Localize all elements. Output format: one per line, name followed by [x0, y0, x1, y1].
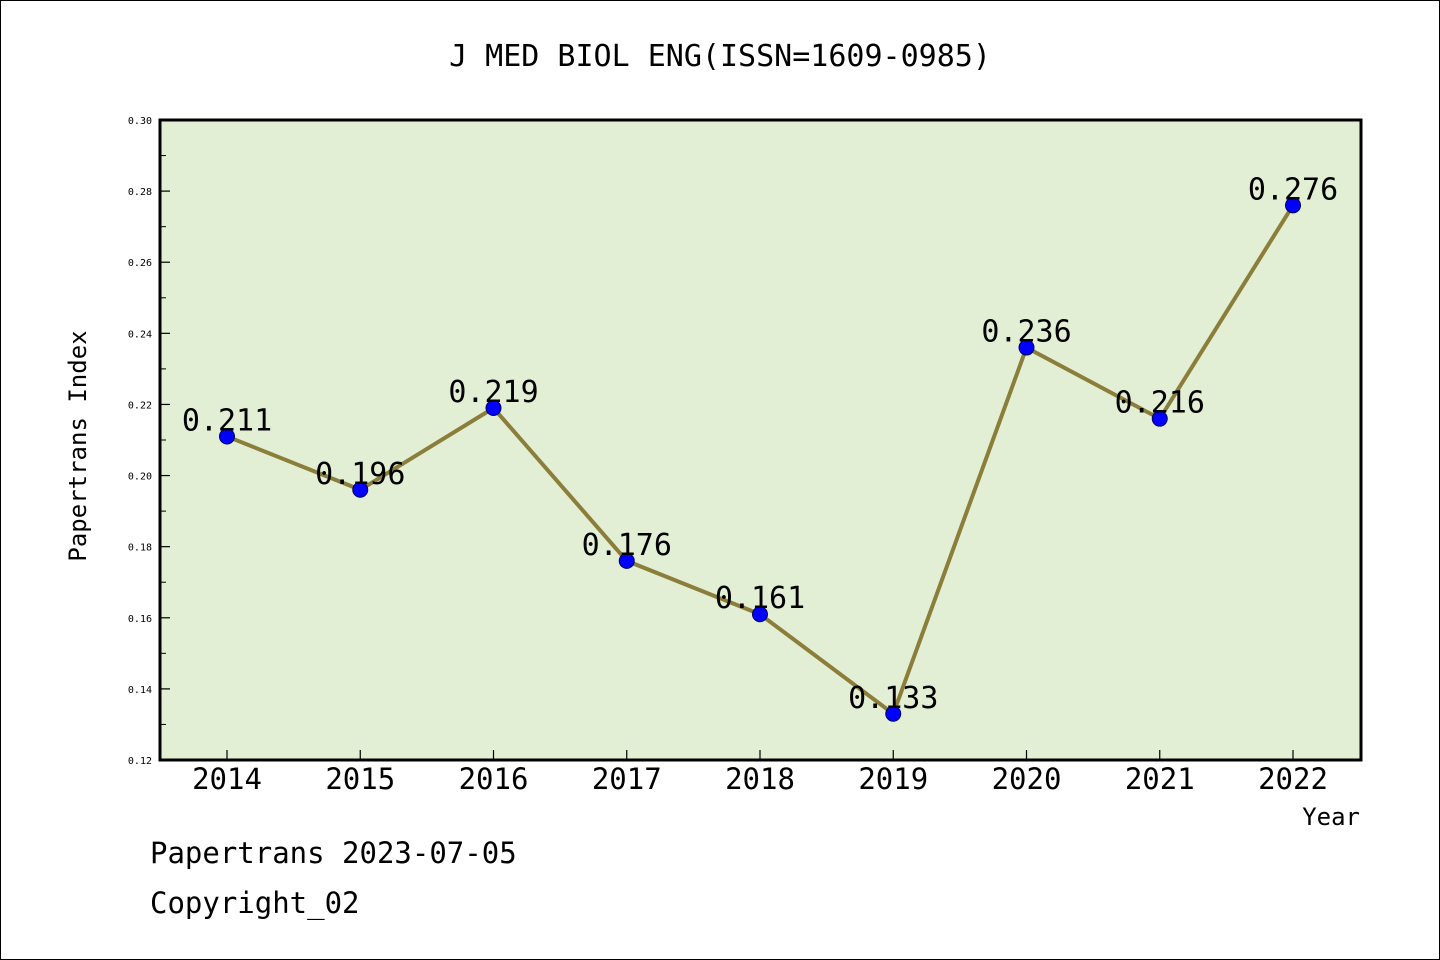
x-tick-label: 2022 [1258, 762, 1328, 796]
x-axis: 2014 2015 2016 2017 2018 2019 2020 2021 2022 [192, 750, 1328, 796]
data-label-2022: 0.276 [1248, 172, 1338, 207]
x-tick-label: 2020 [992, 762, 1062, 796]
data-point-2018 [752, 606, 768, 623]
data-point-2014 [219, 428, 235, 445]
x-tick-label: 2021 [1125, 762, 1195, 796]
data-label-2020: 0.236 [981, 315, 1071, 350]
plot-area [158, 118, 1363, 762]
data-label-2021: 0.216 [1115, 386, 1205, 421]
x-axis-label: Year [1302, 803, 1360, 831]
footer-copyright: Copyright_02 [150, 886, 360, 920]
data-label-2017: 0.176 [582, 528, 672, 563]
data-point-2016 [485, 400, 502, 416]
y-tick-label: 0.16 [128, 614, 152, 625]
data-labels: 0.211 0.196 0.219 0.176 0.161 0.133 0.236 0.216… [182, 172, 1338, 715]
x-tick-label: 2014 [192, 762, 262, 796]
y-tick-label: 0.26 [128, 258, 152, 269]
data-point-2020 [1018, 339, 1035, 356]
data-point-2022 [1285, 197, 1301, 214]
x-tick-label: 2015 [325, 762, 395, 796]
y-axis: 0.12 0.14 0.16 0.18 0.20 0.22 0.24 0.26 0.28 0.30 [128, 116, 170, 767]
data-label-2016: 0.219 [448, 375, 538, 410]
x-tick-label: 2016 [459, 762, 529, 796]
y-tick-label: 0.18 [128, 543, 152, 554]
y-axis-label: Papertrans Index [64, 330, 92, 561]
y-tick-label: 0.20 [128, 472, 152, 483]
data-point-2021 [1151, 410, 1168, 427]
x-tick-label: 2017 [592, 762, 662, 796]
data-label-2018: 0.161 [715, 581, 805, 616]
y-tick-label: 0.30 [128, 116, 152, 127]
data-point-2017 [618, 552, 635, 569]
chart-title: J MED BIOL ENG(ISSN=1609-0985) [449, 39, 991, 74]
y-tick-label: 0.22 [128, 400, 152, 411]
y-tick-label: 0.14 [128, 685, 152, 696]
data-label-2014: 0.211 [182, 403, 272, 438]
data-point-2019 [885, 705, 902, 722]
data-point-2015 [352, 481, 369, 498]
data-points [219, 197, 1301, 722]
y-tick-label: 0.12 [128, 756, 152, 767]
data-label-2015: 0.196 [315, 457, 405, 492]
y-tick-label: 0.24 [128, 329, 152, 340]
y-tick-label: 0.28 [128, 187, 152, 198]
x-tick-label: 2018 [725, 762, 795, 796]
x-tick-label: 2019 [858, 762, 928, 796]
data-label-2019: 0.133 [848, 681, 938, 716]
footer-date: Papertrans 2023-07-05 [150, 836, 517, 870]
